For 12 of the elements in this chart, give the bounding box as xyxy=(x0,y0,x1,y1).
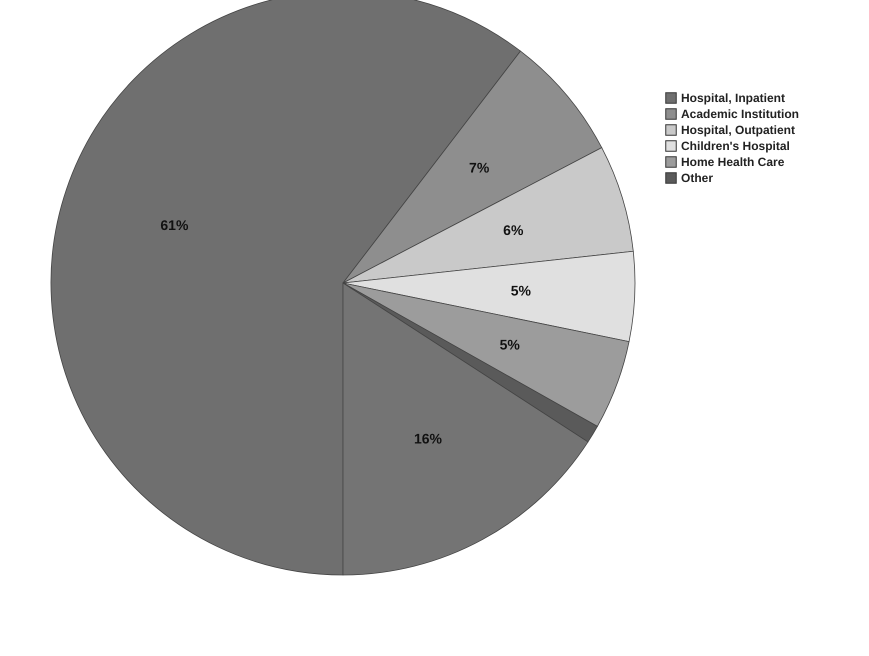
data-label: 5% xyxy=(510,282,532,298)
legend-label: Other xyxy=(681,171,714,185)
data-label: 61% xyxy=(160,216,189,233)
data-label: 6% xyxy=(503,222,524,238)
data-label: 5% xyxy=(500,336,520,352)
legend-label: Home Health Care xyxy=(681,155,785,169)
legend-label: Children's Hospital xyxy=(681,139,790,153)
data-label: 7% xyxy=(469,159,490,176)
legend-label: Hospital, Outpatient xyxy=(681,123,796,137)
legend-label: Academic Institution xyxy=(681,107,800,121)
data-label: 16% xyxy=(414,430,443,446)
legend-label: Hospital, Inpatient xyxy=(681,91,786,105)
